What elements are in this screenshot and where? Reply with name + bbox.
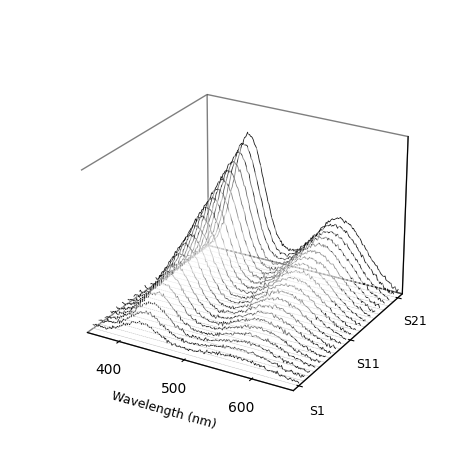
X-axis label: Wavelength (nm): Wavelength (nm): [110, 390, 218, 432]
